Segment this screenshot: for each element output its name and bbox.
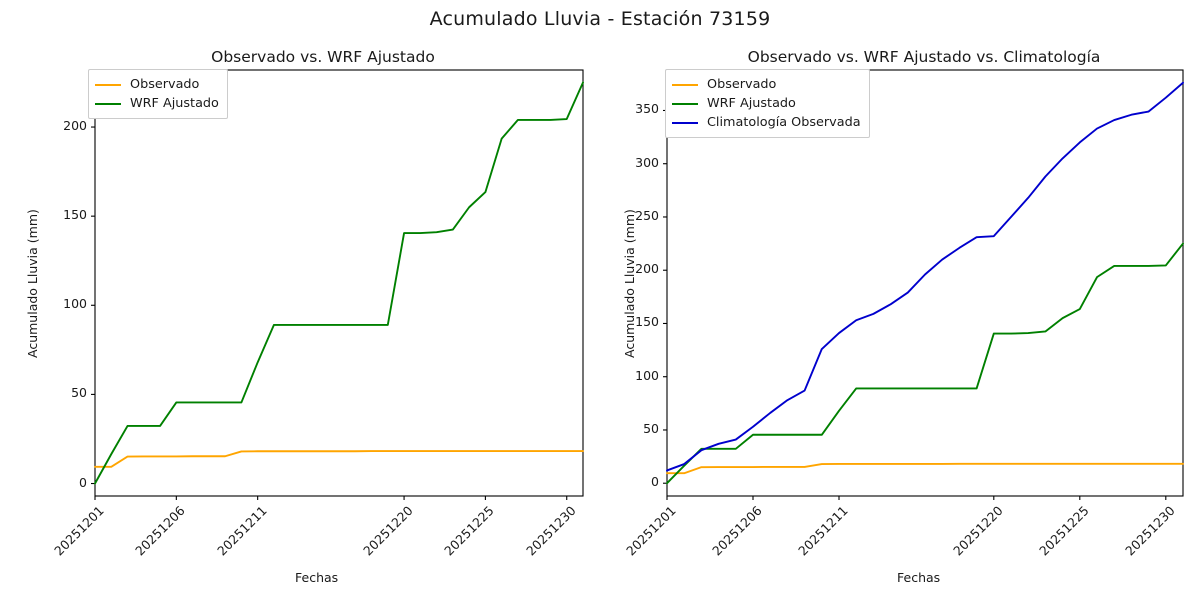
left-plot-area	[91, 69, 584, 500]
legend-item[interactable]: WRF Ajustado	[95, 94, 219, 113]
right-y-tick-label: 150	[635, 314, 659, 330]
right-y-tick-label: 0	[651, 474, 659, 490]
legend-line-swatch-icon	[672, 83, 698, 86]
legend-line-swatch-icon	[672, 121, 698, 124]
left-y-tick-label: 200	[63, 118, 87, 134]
right-x-axis-label: Fechas	[897, 570, 941, 585]
right-series-climatolog-a-observada	[666, 81, 1184, 472]
right-y-tick-label: 50	[643, 420, 659, 436]
figure-title: Acumulado Lluvia - Estación 73159	[429, 8, 771, 30]
legend-label: WRF Ajustado	[707, 96, 796, 111]
right-series-wrf-ajustado	[666, 242, 1184, 485]
right-y-tick-label: 250	[635, 207, 659, 223]
left-series-wrf-ajustado	[94, 81, 584, 485]
legend-line-swatch-icon	[95, 83, 121, 86]
right-legend[interactable]: Observado WRF Ajustado Climatología Observ…	[665, 69, 870, 138]
right-y-tick-label: 200	[635, 261, 659, 277]
left-y-tick-label: 0	[79, 474, 87, 490]
legend-label: Observado	[130, 77, 200, 92]
legend-item[interactable]: Observado	[672, 75, 861, 94]
legend-item[interactable]: WRF Ajustado	[672, 94, 861, 113]
right-y-tick-label: 100	[635, 367, 659, 383]
right-series-observado	[666, 462, 1184, 475]
right-y-tick-label: 300	[635, 154, 659, 170]
left-y-tick-label: 50	[71, 385, 87, 401]
left-x-axis-label: Fechas	[295, 570, 339, 585]
left-y-tick-label: 100	[63, 296, 87, 312]
right-subplot-title: Observado vs. WRF Ajustado vs. Climatolo…	[747, 48, 1101, 66]
left-series-observado	[94, 450, 584, 468]
left-y-tick-label: 150	[63, 207, 87, 223]
right-plot-area	[663, 69, 1184, 500]
legend-label: Climatología Observada	[707, 115, 861, 130]
legend-label: WRF Ajustado	[130, 96, 219, 111]
legend-label: Observado	[707, 77, 777, 92]
left-subplot-title: Observado vs. WRF Ajustado	[211, 48, 435, 66]
right-y-tick-label: 350	[635, 101, 659, 117]
legend-item[interactable]: Climatología Observada	[672, 113, 861, 132]
legend-item[interactable]: Observado	[95, 75, 219, 94]
legend-line-swatch-icon	[95, 102, 121, 105]
left-legend[interactable]: Observado WRF Ajustado	[88, 69, 228, 119]
legend-line-swatch-icon	[672, 102, 698, 105]
